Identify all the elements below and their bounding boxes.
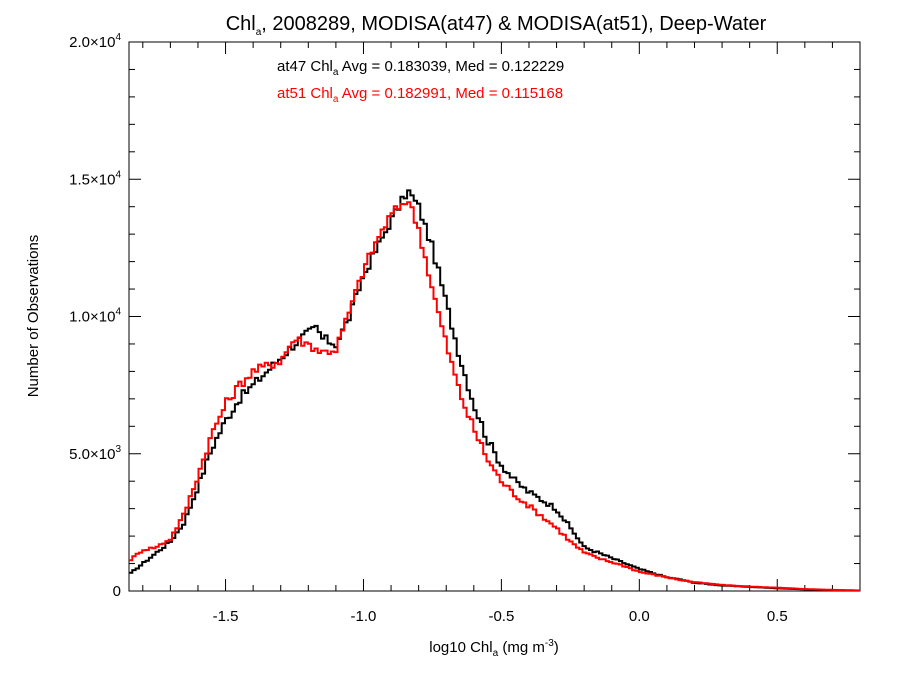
series-layer bbox=[129, 189, 860, 591]
y-axis-label: Number of Observations bbox=[25, 235, 42, 398]
stats-line-at47: at47 Chla Avg = 0.183039, Med = 0.122229 bbox=[277, 58, 564, 78]
stats-at51-subscript: a bbox=[333, 94, 339, 105]
x-tick-label: 0.0 bbox=[629, 608, 650, 625]
y-tick-mantissa: 0 bbox=[113, 583, 121, 600]
x-axis-label-prefix: log10 Chl bbox=[429, 639, 492, 656]
chart-title: Chla, 2008289, MODISA(at47) & MODISA(at5… bbox=[226, 13, 767, 38]
plot-frame bbox=[128, 41, 861, 592]
stats-at51-prefix: at51 Chl bbox=[277, 85, 333, 102]
x-axis-label-subscript: a bbox=[493, 648, 499, 659]
series-line-at51 bbox=[129, 201, 860, 591]
x-axis-label-suffix: ) bbox=[554, 639, 559, 656]
y-tick-mantissa: 1.0×10 bbox=[69, 309, 115, 326]
stats-at47-prefix: at47 Chl bbox=[277, 58, 333, 75]
y-tick-exponent: 3 bbox=[115, 444, 121, 455]
chart-title-prefix: Chl bbox=[226, 13, 256, 35]
axis-ticks bbox=[129, 41, 861, 592]
x-tick-label: -1.5 bbox=[213, 608, 239, 625]
y-tick-exponent: 4 bbox=[115, 307, 121, 318]
y-tick-exponent: 4 bbox=[115, 169, 121, 180]
y-tick-mantissa: 5.0×10 bbox=[69, 446, 115, 463]
x-axis-label-mid: (mg m bbox=[498, 639, 545, 656]
chart-title-suffix: , 2008289, MODISA(at47) & MODISA(at51), … bbox=[261, 13, 766, 35]
chart-title-subscript: a bbox=[256, 27, 262, 38]
x-axis-label: log10 Chla (mg m-3) bbox=[429, 638, 559, 659]
x-axis-label-superscript: -3 bbox=[545, 638, 554, 649]
y-tick-label: 5.0×103 bbox=[69, 444, 121, 463]
y-tick-mantissa: 1.5×10 bbox=[69, 171, 115, 188]
stats-at47-suffix: Avg = 0.183039, Med = 0.122229 bbox=[338, 58, 564, 75]
y-tick-label: 2.0×104 bbox=[69, 32, 121, 51]
stats-line-at51: at51 Chla Avg = 0.182991, Med = 0.115168 bbox=[277, 85, 563, 105]
y-tick-label: 1.5×104 bbox=[69, 169, 121, 188]
y-tick-label: 1.0×104 bbox=[69, 307, 121, 326]
x-tick-label: -1.0 bbox=[351, 608, 377, 625]
series-line-at47 bbox=[129, 189, 860, 591]
stats-at51-suffix: Avg = 0.182991, Med = 0.115168 bbox=[338, 85, 563, 102]
x-tick-label: -0.5 bbox=[488, 608, 514, 625]
stats-at47-subscript: a bbox=[333, 67, 339, 78]
x-tick-labels: -1.5 -1.0 -0.5 0.0 0.5 bbox=[213, 608, 788, 625]
y-tick-label: 0 bbox=[113, 583, 121, 600]
y-tick-exponent: 4 bbox=[115, 32, 121, 43]
x-tick-label: 0.5 bbox=[767, 608, 788, 625]
y-tick-mantissa: 2.0×10 bbox=[69, 34, 115, 51]
